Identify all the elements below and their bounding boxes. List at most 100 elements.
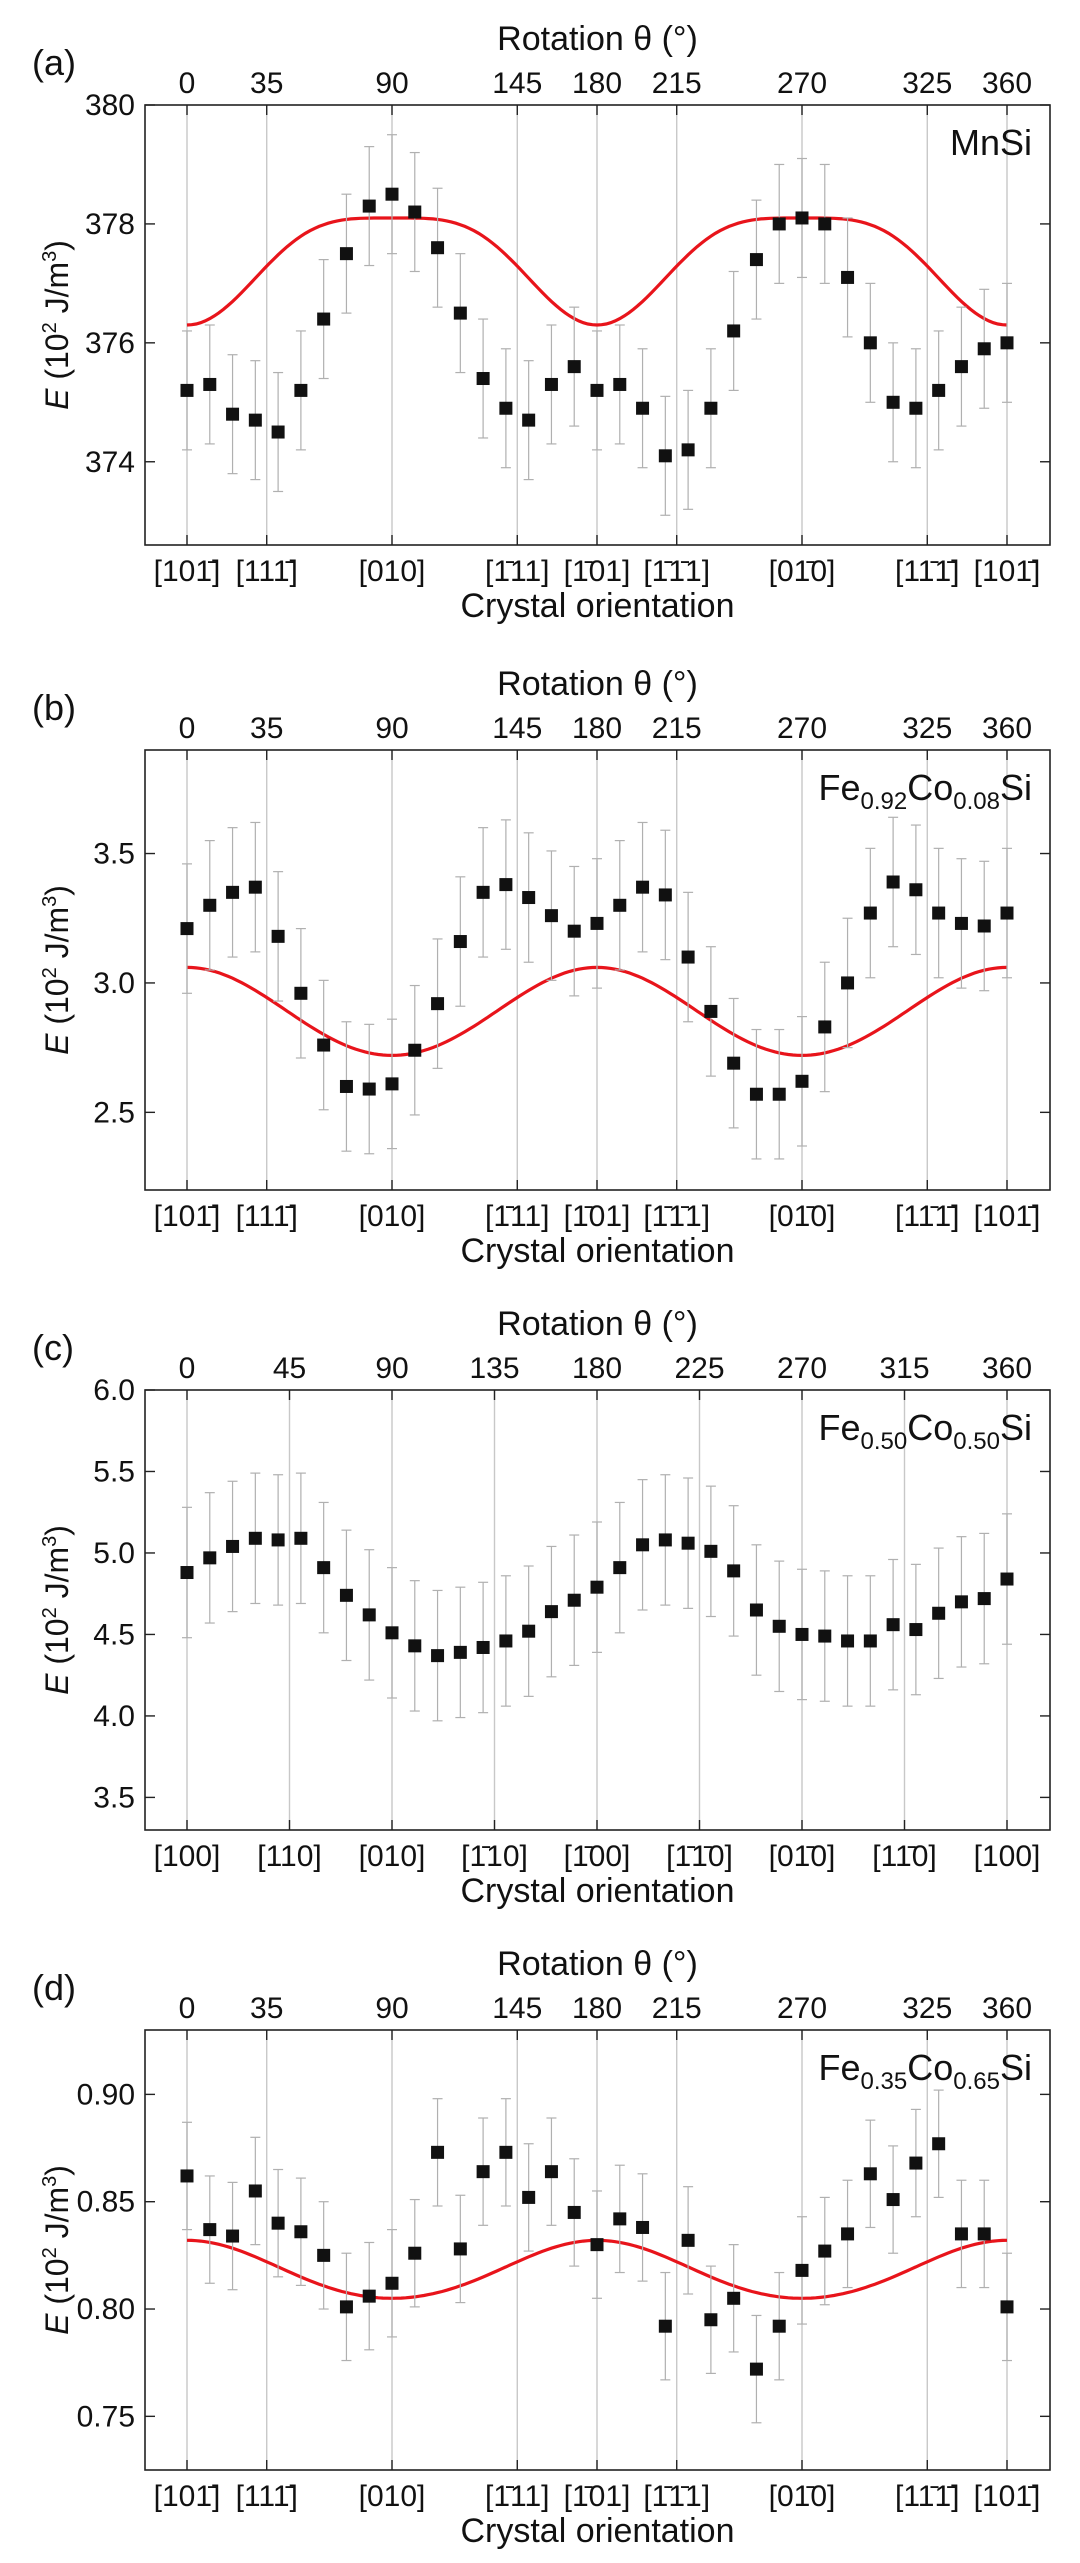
top-tick-label: 325 [902, 67, 952, 100]
data-point [248, 1531, 262, 1545]
data-point [977, 919, 991, 933]
data-point [317, 2248, 331, 2262]
data-point [863, 2167, 877, 2181]
data-point [180, 383, 194, 397]
orientation-label: [101̄] [154, 1200, 221, 1233]
panel-3: (d) Rotation θ (°) 0 35 90 145 180 215 270 325 360… [32, 1945, 1051, 2550]
top-tick-label: 90 [375, 67, 408, 100]
data-point [727, 1564, 741, 1578]
y-tick-label: 5.0 [93, 1537, 135, 1570]
data-point [362, 2289, 376, 2303]
data-point [886, 395, 900, 409]
data-point [294, 2225, 308, 2239]
data-point [339, 1079, 353, 1093]
data-point [226, 1539, 240, 1553]
orientation-label: [01̄0] [769, 555, 836, 588]
sample-label: MnSi [950, 122, 1032, 163]
data-point [704, 401, 718, 415]
panel-label: (a) [32, 42, 76, 83]
orientation-label: [100] [154, 1840, 221, 1873]
data-point [863, 906, 877, 920]
orientation-label: [101̄] [974, 1200, 1041, 1233]
data-point [180, 1566, 194, 1580]
data-point [749, 1087, 763, 1101]
data-point [271, 1533, 285, 1547]
y-tick-label: 4.5 [93, 1618, 135, 1651]
data-point [636, 880, 650, 894]
data-point [226, 407, 240, 421]
orientation-label: [010] [359, 555, 426, 588]
data-point [658, 2319, 672, 2333]
orientation-label: [010] [359, 1840, 426, 1873]
data-point [795, 211, 809, 225]
data-point [772, 2319, 786, 2333]
data-point [408, 1639, 422, 1653]
orientation-label: [111̄] [236, 1200, 298, 1233]
top-tick-label: 270 [777, 1352, 827, 1385]
data-point [499, 401, 513, 415]
data-point [226, 885, 240, 899]
top-tick-label: 325 [902, 1992, 952, 2025]
top-tick-label: 145 [492, 712, 542, 745]
sample-label: Fe0.92​Co0.08​Si [819, 767, 1033, 815]
data-point [453, 935, 467, 949]
orientation-label: [1̄00] [564, 1840, 631, 1873]
x-axis-title: Crystal orientation [460, 2512, 734, 2550]
data-point [408, 2246, 422, 2260]
top-tick-label: 90 [375, 1352, 408, 1385]
orientation-label: [1̄1̄1] [643, 555, 710, 588]
data-point [385, 187, 399, 201]
data-point [886, 1618, 900, 1632]
data-point [932, 2137, 946, 2151]
orientation-label: [1̄11] [485, 555, 550, 588]
data-point [271, 425, 285, 439]
y-tick-label: 3.5 [93, 838, 135, 871]
top-tick-label: 0 [179, 1352, 196, 1385]
data-point [544, 377, 558, 391]
data-point [795, 1074, 809, 1088]
data-point [1000, 1572, 1014, 1586]
data-point [1000, 2300, 1014, 2314]
data-point [818, 217, 832, 231]
top-tick-label: 145 [492, 67, 542, 100]
data-point [317, 312, 331, 326]
data-point [1000, 336, 1014, 350]
orientation-label: [1̄01] [564, 555, 631, 588]
data-point [909, 401, 923, 415]
data-point [522, 413, 536, 427]
data-point [932, 906, 946, 920]
data-point [749, 1603, 763, 1617]
top-axis-title: Rotation θ (°) [497, 665, 698, 703]
data-point [772, 1087, 786, 1101]
data-point [977, 1592, 991, 1606]
orientation-label: [101̄] [974, 555, 1041, 588]
data-point [476, 2165, 490, 2179]
orientation-label: [010] [359, 2480, 426, 2513]
data-point [636, 2220, 650, 2234]
panel-label: (c) [32, 1327, 74, 1368]
data-point [704, 1004, 718, 1018]
y-tick-label: 5.5 [93, 1455, 135, 1488]
data-point [499, 1634, 513, 1648]
y-tick-label: 0.90 [77, 2078, 135, 2111]
data-point [613, 2212, 627, 2226]
data-point [954, 2227, 968, 2241]
orientation-label: [101̄] [154, 555, 221, 588]
data-point [841, 1634, 855, 1648]
data-point [385, 1077, 399, 1091]
y-tick-label: 3.5 [93, 1781, 135, 1814]
data-point [544, 1605, 558, 1619]
data-point [658, 1533, 672, 1547]
orientation-label: [111̄] [236, 2480, 298, 2513]
data-point [613, 898, 627, 912]
y-axis-title: E (102 J/m3) [39, 240, 75, 410]
data-point [841, 270, 855, 284]
sample-label: Fe0.35​Co0.65​Si [819, 2047, 1033, 2095]
data-point [431, 997, 445, 1011]
orientation-label: [1̄01] [564, 1200, 631, 1233]
data-point [613, 1561, 627, 1575]
y-tick-label: 6.0 [93, 1374, 135, 1407]
data-point [431, 241, 445, 255]
orientation-label: [101̄] [974, 2480, 1041, 2513]
